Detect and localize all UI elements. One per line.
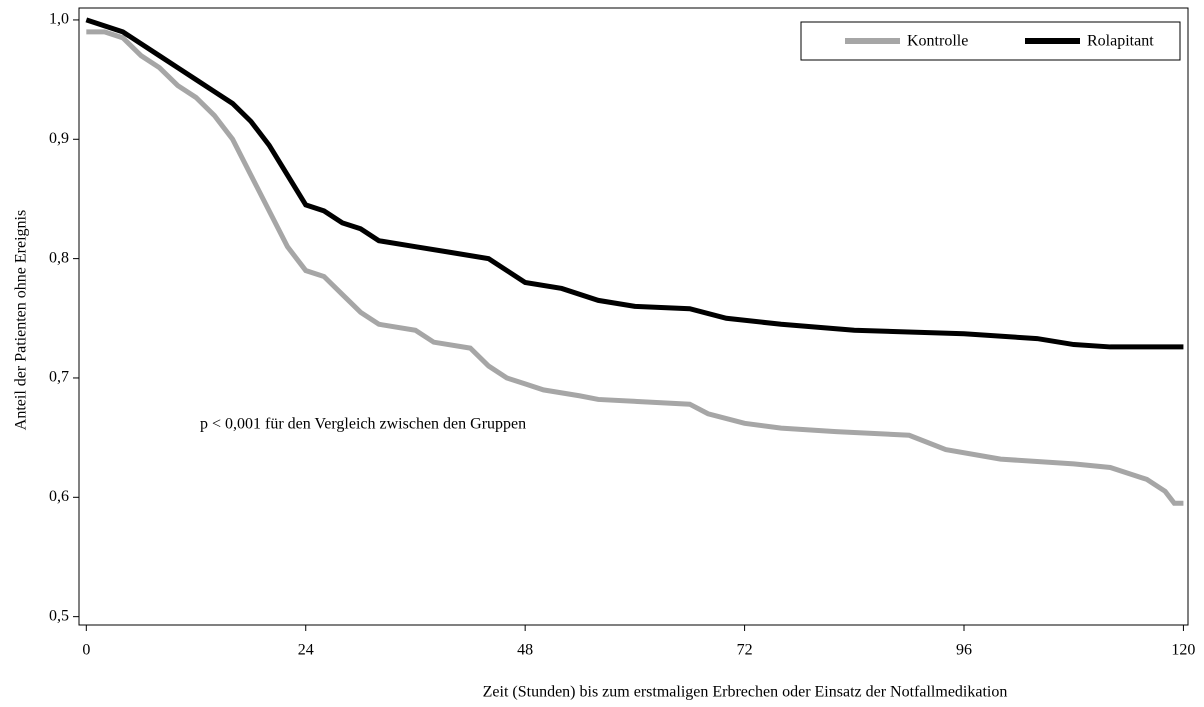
x-tick-label: 0 <box>82 642 90 659</box>
y-axis-title: Anteil der Patienten ohne Ereignis <box>13 210 30 430</box>
y-tick-label: 0,7 <box>49 369 69 386</box>
y-tick-label: 0,5 <box>49 607 69 624</box>
x-tick-label: 120 <box>1171 642 1195 659</box>
plot-frame <box>78 7 1189 626</box>
y-tick-label: 1,0 <box>49 11 69 28</box>
annotation: p < 0,001 für den Vergleich zwischen den… <box>200 416 526 433</box>
x-tick-label: 24 <box>298 642 314 659</box>
km-curve <box>85 17 1184 350</box>
y-tick-label: 0,8 <box>49 249 69 266</box>
y-tick-label: 0,6 <box>49 488 69 505</box>
y-tick-label: 0,9 <box>49 130 69 147</box>
km-curve <box>86 29 1184 506</box>
x-tick-label: 96 <box>956 642 972 659</box>
x-tick-label: 72 <box>737 642 753 659</box>
legend-label: Kontrolle <box>907 33 968 50</box>
legend-label: Rolapitant <box>1087 33 1154 50</box>
x-tick-label: 48 <box>517 642 533 659</box>
x-axis-title: Zeit (Stunden) bis zum erstmaligen Erbre… <box>483 684 1008 701</box>
